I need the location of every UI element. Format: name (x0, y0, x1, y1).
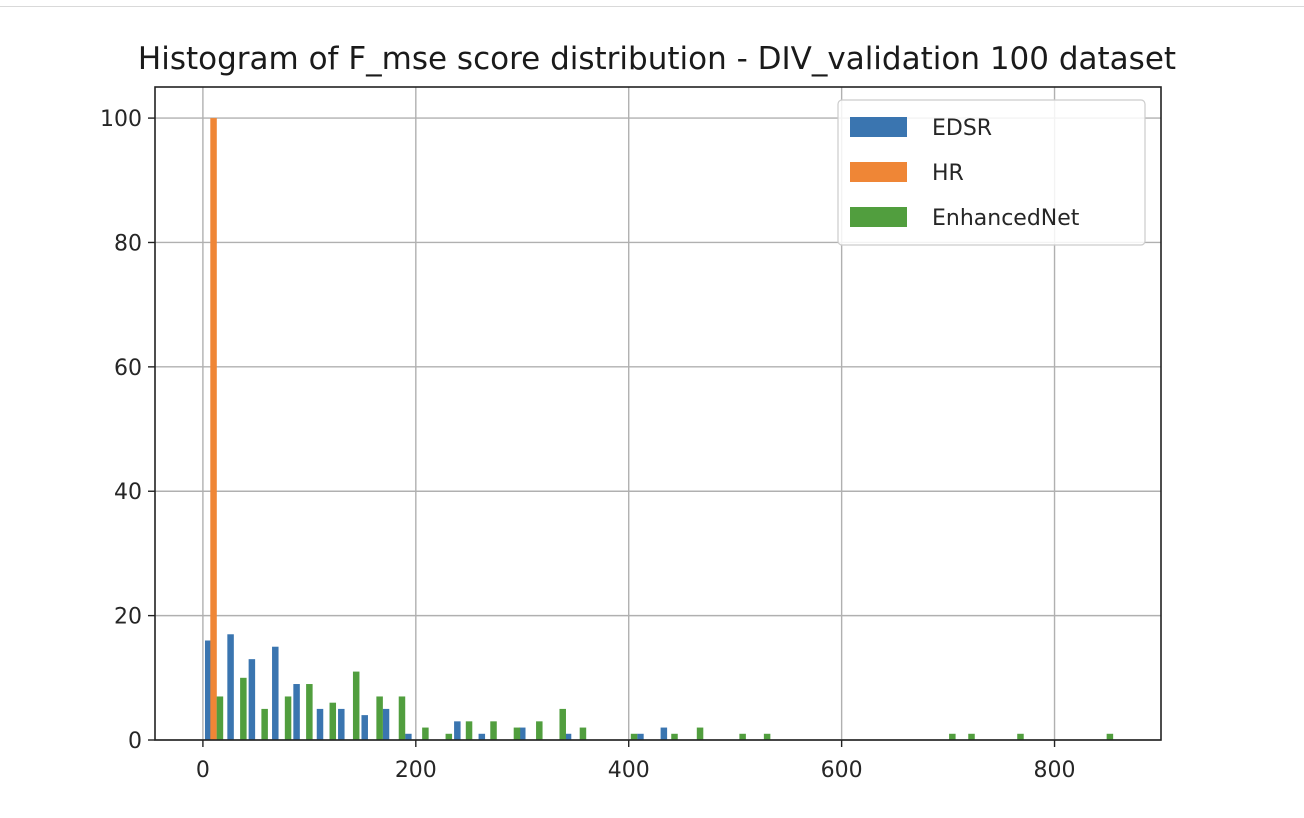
enhancednet-bar (376, 696, 383, 740)
enhancednet-bar (490, 721, 497, 740)
enhancednet-bar (513, 727, 521, 740)
legend-swatch-edsr (850, 117, 907, 137)
chart-title: Histogram of F_mse score distribution - … (138, 41, 1176, 77)
edsr-bar (564, 733, 572, 740)
enhancednet-bar (739, 733, 746, 740)
enhancednet-bar (261, 708, 268, 740)
enhancednet-bar (398, 696, 406, 740)
enhancednet-bar (329, 702, 337, 740)
y-tick-label: 0 (128, 729, 142, 754)
legend-swatch-enhancednet (850, 207, 907, 227)
enhancednet-bar (240, 677, 247, 740)
edsr-bar (405, 733, 412, 740)
edsr-bar (478, 733, 486, 740)
enhancednet-bar (465, 721, 473, 740)
edsr-bar (316, 708, 324, 740)
legend-box (837, 99, 1146, 246)
enhancednet-bar (763, 733, 771, 740)
enhancednet-bar (352, 671, 360, 740)
y-tick-label: 40 (114, 480, 142, 505)
hr-bar (210, 118, 217, 741)
enhancednet-bar (445, 733, 453, 740)
enhancednet-bar (216, 696, 224, 740)
enhancednet-bar (559, 708, 566, 740)
enhancednet-bar (422, 727, 429, 740)
enhancednet-bar (696, 727, 704, 740)
enhancednet-bar (949, 733, 956, 740)
legend-label-enhancednet: EnhancedNet (932, 206, 1080, 231)
page-top-rule (0, 0, 1304, 7)
y-tick-label: 80 (114, 231, 142, 256)
edsr-bar (293, 684, 300, 740)
y-tick-label: 100 (100, 107, 142, 132)
enhancednet-bar (1106, 733, 1114, 740)
enhancednet-bar (284, 696, 292, 740)
x-tick-label: 800 (1034, 758, 1076, 783)
edsr-bar (272, 646, 279, 740)
axis-ticks: 0 200 400 600 800 0 20 40 60 80 100 (100, 107, 1076, 783)
edsr-bar (248, 659, 256, 740)
edsr-bar (338, 708, 345, 740)
x-tick-label: 200 (395, 758, 437, 783)
bars-group (204, 118, 1114, 741)
legend: EDSR HR EnhancedNet (837, 99, 1146, 246)
x-tick-label: 0 (196, 758, 210, 783)
enhancednet-bar (671, 733, 678, 740)
enhancednet-bar (579, 727, 587, 740)
edsr-bar (361, 715, 368, 740)
x-tick-label: 600 (821, 758, 863, 783)
edsr-bar (204, 640, 212, 740)
edsr-bar (382, 708, 390, 740)
edsr-bar (454, 721, 461, 740)
enhancednet-bar (1017, 733, 1024, 740)
legend-label-edsr: EDSR (932, 116, 992, 141)
edsr-bar (519, 727, 526, 740)
edsr-bar (660, 727, 668, 740)
enhancednet-bar (630, 733, 638, 740)
y-tick-label: 60 (114, 356, 142, 381)
x-tick-label: 400 (608, 758, 650, 783)
edsr-bar (637, 733, 644, 740)
y-tick-label: 20 (114, 605, 142, 630)
edsr-bar (227, 634, 234, 740)
legend-swatch-hr (850, 162, 907, 182)
enhancednet-bar (306, 684, 313, 740)
enhancednet-bar (968, 733, 975, 740)
plot-frame (154, 86, 1162, 741)
legend-label-hr: HR (932, 161, 964, 186)
enhancednet-bar (536, 721, 543, 740)
